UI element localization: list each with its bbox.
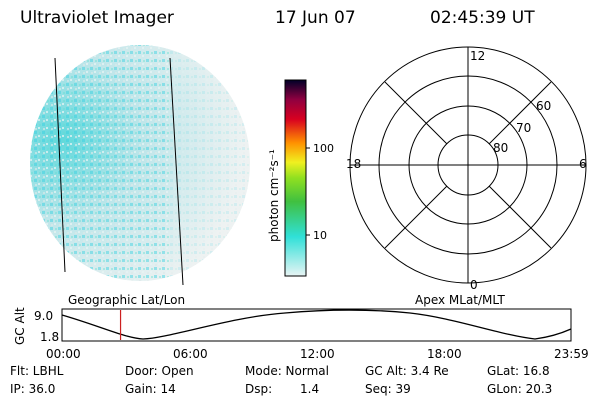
mlat-label-70: 70 [516,121,531,135]
mode-info: Mode: Normal [245,364,329,378]
apex-panel-label: Apex MLat/MLT [415,293,505,307]
uv-image-geographic [30,45,250,286]
ip-info: IP: 36.0 [10,382,56,396]
time-tick-1200: 12:00 [300,347,335,361]
mlat-label-60: 60 [536,99,551,113]
altitude-ytick-high: 9.0 [34,309,53,323]
gc-altitude-info: GC Alt: 3.4 Re [365,364,449,378]
colorbar-tick-10: 10 [313,229,327,242]
intensity-colorbar: 100 10 photon cm⁻²s⁻¹ [267,79,334,277]
colorbar-gradient [284,79,307,277]
filter-info: Flt: LBHL [10,364,64,378]
mlat-label-80: 80 [493,141,508,155]
longitude-line-right [169,57,184,286]
sequence-info: Seq: 39 [365,382,411,396]
mlt-label-12: 12 [470,49,485,63]
polar-mlat-mlt-plot: 12 18 6 0 60 70 80 [346,46,587,292]
mlt-label-0: 0 [470,278,478,292]
observation-date: 17 Jun 07 [275,8,356,28]
dsp-value: 1.4 [300,382,320,396]
geo-latitude-info: GLat: 16.8 [487,364,550,378]
time-tick-0000: 00:00 [46,347,81,361]
time-tick-1800: 18:00 [427,347,462,361]
mlt-label-6: 6 [579,157,587,171]
time-tick-2359: 23:59 [554,347,589,361]
orbit-altitude-plot: 9.0 1.8 GC Alt 00:00 06:00 12:00 18:00 2… [13,307,589,361]
mlt-label-18: 18 [346,157,361,171]
colorbar-tick-100: 100 [313,142,334,155]
observation-time: 02:45:39 UT [430,8,535,28]
longitude-line-left [54,57,66,273]
time-tick-0600: 06:00 [173,347,208,361]
altitude-ylabel: GC Alt [13,307,27,345]
dsp-label: Dsp: [245,382,273,396]
geo-longitude-info: GLon: 20.3 [487,382,553,396]
altitude-plot-frame [61,308,572,342]
gain-info: Gain: 14 [125,382,176,396]
door-info: Door: Open [125,364,194,378]
instrument-title: Ultraviolet Imager [20,8,174,28]
altitude-curve [61,309,572,340]
altitude-ytick-low: 1.8 [40,330,59,344]
geographic-panel-label: Geographic Lat/Lon [68,293,186,307]
colorbar-unit-label: photon cm⁻²s⁻¹ [267,149,281,242]
